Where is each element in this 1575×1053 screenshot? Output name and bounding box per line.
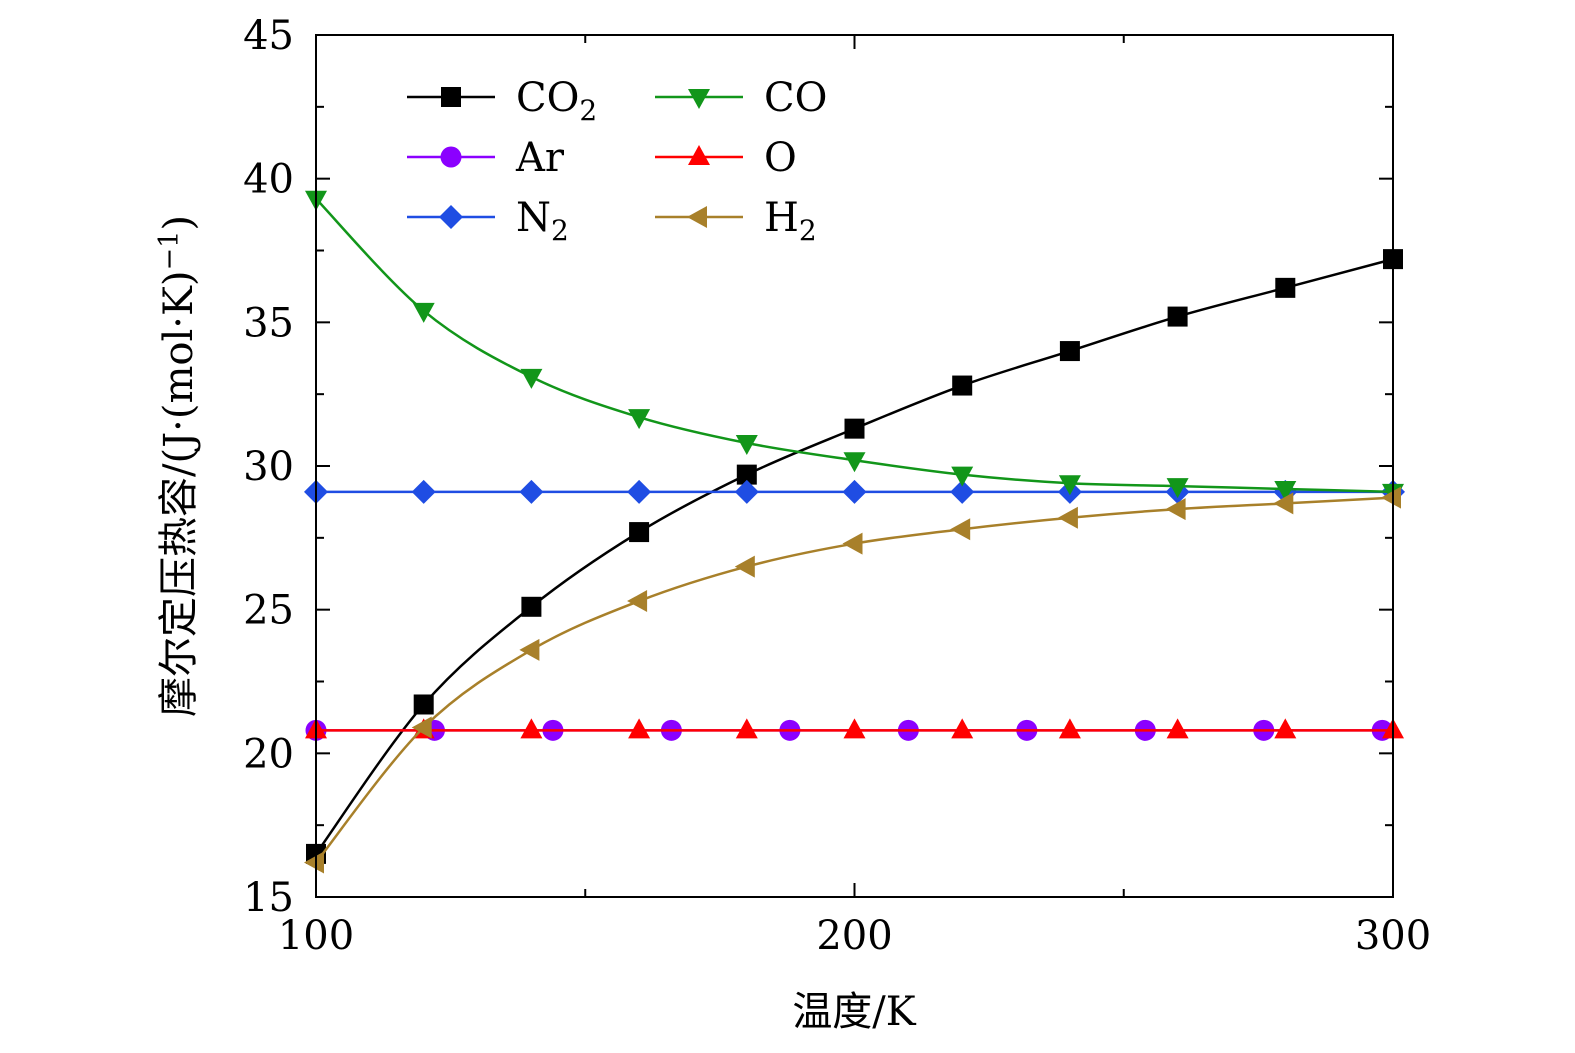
series-o <box>305 718 1404 739</box>
data-point-n2 <box>627 479 652 504</box>
y-tick-label: 15 <box>243 875 294 921</box>
legend-label-h2: H2 <box>764 195 817 247</box>
data-point-n2 <box>950 479 975 504</box>
y-axis-title-close: ) <box>156 215 202 231</box>
data-point-h2 <box>1165 498 1186 521</box>
y-axis-title: 摩尔定压热容/(J·(mol·K)−1) <box>154 215 202 717</box>
data-point-n2 <box>734 479 759 504</box>
y-tick-label: 40 <box>243 157 294 203</box>
data-point-co2 <box>629 522 650 543</box>
data-point-co2 <box>1167 306 1188 327</box>
y-tick-label: 35 <box>243 300 294 346</box>
data-point-co <box>1166 478 1189 499</box>
legend-label-co2: CO2 <box>516 75 597 127</box>
data-point-n2 <box>842 479 867 504</box>
data-point-n2 <box>519 479 544 504</box>
legend-marker <box>440 146 462 168</box>
y-tick-label: 20 <box>243 731 294 777</box>
data-point-h2 <box>1057 506 1078 529</box>
data-point-co <box>1058 475 1081 496</box>
y-tick-label: 45 <box>243 13 294 59</box>
data-point-co2 <box>1059 341 1080 362</box>
x-tick-label: 200 <box>816 913 892 959</box>
data-point-co2 <box>1275 277 1296 298</box>
y-tick-label: 30 <box>243 444 294 490</box>
data-point-o <box>628 718 651 739</box>
data-point-co2 <box>844 418 865 439</box>
data-point-co2 <box>952 375 973 396</box>
series-n2 <box>304 479 1405 504</box>
data-point-n2 <box>411 479 436 504</box>
legend-item-n2: N2 <box>407 195 569 247</box>
x-tick-label: 300 <box>1355 913 1431 959</box>
data-point-o <box>520 718 543 739</box>
data-point-co <box>735 435 758 456</box>
x-axis-title: 温度/K <box>792 989 916 1035</box>
data-point-o <box>843 718 866 739</box>
data-point-co <box>843 452 866 473</box>
data-point-h2 <box>734 555 755 578</box>
data-point-co2 <box>521 596 542 617</box>
series-h2 <box>304 486 1401 874</box>
data-point-h2 <box>842 532 863 555</box>
legend-label-n2: N2 <box>516 195 569 247</box>
data-point-h2 <box>304 851 324 874</box>
series-line-h2 <box>315 496 1394 864</box>
data-point-h2 <box>950 518 971 541</box>
legend-label-o: O <box>764 135 797 181</box>
data-point-h2 <box>519 638 540 661</box>
legend-item-h2: H2 <box>655 195 817 247</box>
series-layer <box>304 190 1405 874</box>
legend-marker <box>688 89 710 109</box>
x-tick-label: 100 <box>278 913 354 959</box>
y-tick-label: 25 <box>243 588 294 634</box>
legend-marker <box>439 205 463 229</box>
legend-label-ar: Ar <box>515 135 565 181</box>
series-co <box>305 190 1404 504</box>
data-point-co <box>951 466 974 487</box>
legend-marker <box>687 206 707 228</box>
data-point-o <box>1058 718 1081 739</box>
series-line-co <box>315 197 1394 494</box>
legend-marker <box>688 145 710 165</box>
data-point-h2 <box>411 716 432 739</box>
data-point-o <box>951 718 974 739</box>
data-point-co2 <box>736 464 757 485</box>
legend-label-co: CO <box>764 75 827 121</box>
data-point-co <box>628 409 651 430</box>
series-co2 <box>306 249 1403 864</box>
data-point-co <box>412 302 435 323</box>
data-point-co <box>520 368 543 389</box>
y-axis-title-sup: −1 <box>154 231 185 271</box>
data-point-o <box>1274 718 1297 739</box>
data-point-o <box>735 718 758 739</box>
legend-item-ar: Ar <box>407 135 565 181</box>
y-axis-title-main: 摩尔定压热容/(J·(mol·K) <box>156 270 202 716</box>
data-point-h2 <box>1381 486 1401 509</box>
data-point-h2 <box>1273 492 1294 515</box>
legend: CO2 Ar N2 CO O H2 <box>407 75 827 247</box>
legend-item-co2: CO2 <box>407 75 597 127</box>
ticks-layer: 100 200 300 15 20 25 30 35 40 45 <box>243 13 1431 959</box>
legend-marker <box>441 87 461 107</box>
data-point-co2 <box>413 694 434 715</box>
series-line-co2 <box>314 257 1394 855</box>
legend-item-o: O <box>655 135 797 181</box>
data-point-h2 <box>627 590 648 613</box>
data-point-o <box>1166 718 1189 739</box>
data-point-co <box>1274 480 1297 501</box>
legend-item-co: CO <box>655 75 827 121</box>
